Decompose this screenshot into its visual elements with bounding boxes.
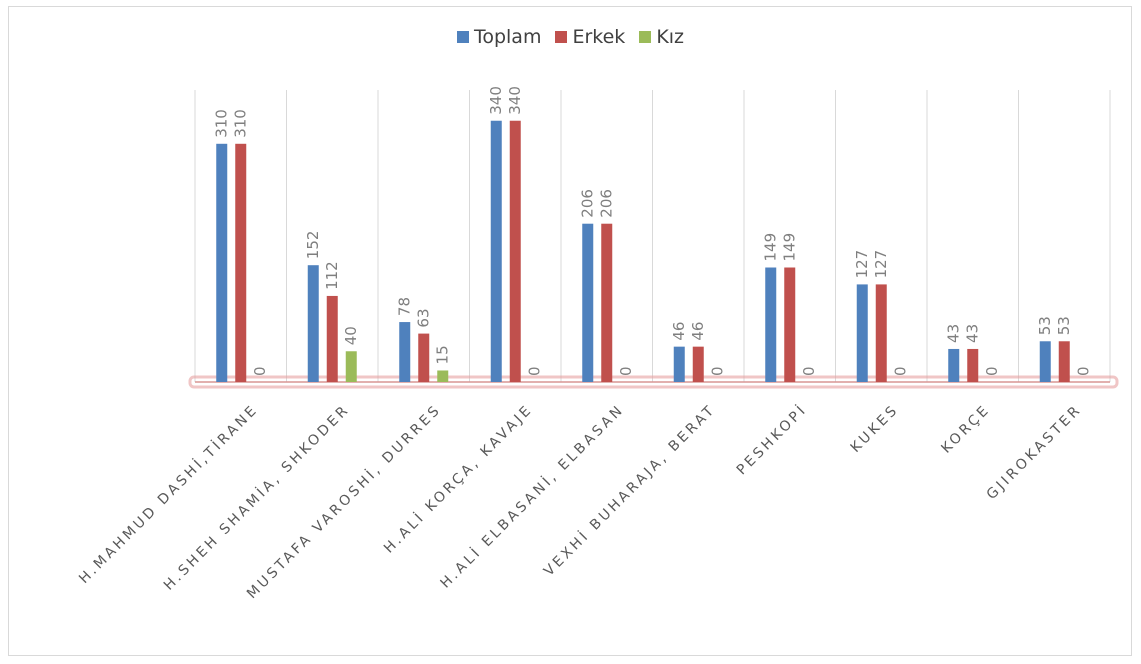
- x-tick-label: H.SHEH SHAMİA, SHKODER: [159, 400, 353, 594]
- data-label: 127: [853, 250, 871, 279]
- data-label: 0: [708, 366, 726, 376]
- x-tick-label: MUSTAFA VAROSHİ, DURRES: [243, 400, 445, 602]
- x-tick-label: KUKES: [848, 402, 902, 456]
- data-label: 46: [689, 322, 707, 341]
- data-label: 112: [323, 261, 341, 290]
- bar-erkek-3: [509, 120, 521, 382]
- data-label: 53: [1036, 316, 1054, 335]
- x-tick-label: H.MAHMUD DASHİ,TİRANE: [75, 400, 262, 587]
- data-label: 0: [251, 366, 269, 376]
- bar-toplam-4: [582, 223, 594, 382]
- bar-kz-1: [345, 351, 357, 382]
- x-tick-label: VEXHİ BUHARAJA, BERAT: [540, 400, 719, 579]
- legend-item-erkek: Erkek: [555, 26, 625, 48]
- data-label: 149: [762, 233, 780, 262]
- data-label: 206: [579, 189, 597, 218]
- data-label: 0: [891, 366, 909, 376]
- x-tick-label: PESHKOPİ: [732, 400, 810, 478]
- x-tick-label: GJIROKASTER: [984, 402, 1085, 503]
- baseline-highlight: [188, 375, 1119, 389]
- x-tick-label: H.ALİ KORÇA, KAVAJE: [380, 400, 536, 556]
- bar-erkek-8: [967, 348, 979, 382]
- data-label: 0: [525, 366, 543, 376]
- data-label: 46: [670, 322, 688, 341]
- bar-erkek-6: [784, 267, 796, 382]
- bar-toplam-7: [856, 284, 868, 382]
- x-tick-label: H.ALİ ELBASANİ, ELBASAN: [436, 400, 627, 591]
- legend-swatch-kiz: [639, 31, 652, 43]
- data-label: 206: [598, 189, 616, 218]
- legend: Toplam Erkek Kız: [0, 26, 1141, 48]
- data-label: 53: [1055, 316, 1073, 335]
- data-label: 152: [304, 231, 322, 260]
- bar-toplam-9: [1039, 341, 1051, 382]
- legend-label-kiz: Kız: [656, 26, 685, 48]
- data-label: 310: [232, 109, 250, 138]
- data-label: 310: [213, 109, 231, 138]
- legend-label-erkek: Erkek: [572, 26, 626, 48]
- data-label: 0: [800, 366, 818, 376]
- data-label: 43: [964, 324, 982, 343]
- bar-toplam-5: [673, 346, 685, 382]
- bar-erkek-7: [875, 284, 887, 382]
- bar-toplam-6: [765, 267, 777, 382]
- bar-erkek-2: [418, 333, 430, 382]
- data-label: 0: [1074, 366, 1092, 376]
- bar-erkek-1: [326, 295, 338, 382]
- bar-toplam-0: [216, 143, 228, 382]
- data-label: 43: [945, 324, 963, 343]
- data-label: 149: [781, 233, 799, 262]
- data-label: 0: [617, 366, 635, 376]
- bar-toplam-2: [399, 322, 411, 382]
- legend-label-toplam: Toplam: [473, 26, 542, 48]
- data-label: 15: [434, 345, 452, 364]
- bar-toplam-3: [490, 120, 502, 382]
- x-tick-label: KORÇE: [938, 402, 993, 457]
- bar-erkek-0: [235, 143, 247, 382]
- data-label: 78: [396, 297, 414, 316]
- bar-toplam-1: [307, 265, 319, 382]
- bar-erkek-9: [1058, 341, 1070, 382]
- bar-toplam-8: [948, 348, 960, 382]
- data-label: 63: [415, 308, 433, 327]
- legend-swatch-toplam: [456, 31, 469, 43]
- legend-item-toplam: Toplam: [456, 26, 542, 48]
- bar-erkek-4: [601, 223, 613, 382]
- bar-kz-2: [437, 370, 449, 382]
- data-label: 340: [487, 86, 505, 115]
- data-label: 340: [506, 86, 524, 115]
- data-label: 40: [342, 326, 360, 345]
- data-label: 127: [872, 250, 890, 279]
- bar-erkek-5: [692, 346, 704, 382]
- data-label: 0: [983, 366, 1001, 376]
- legend-item-kiz: Kız: [639, 26, 684, 48]
- legend-swatch-erkek: [555, 31, 568, 43]
